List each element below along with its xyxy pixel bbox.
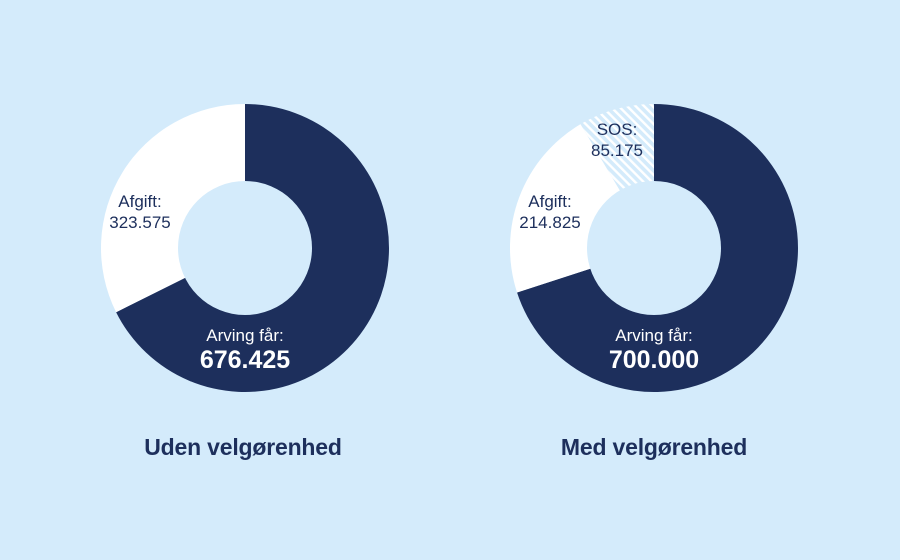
label-afgift-title: Afgift: [528, 192, 572, 211]
label-sos-title: SOS: [596, 120, 638, 139]
chart-caption: Med velgørenhed [560, 434, 748, 460]
label-afgift-title: Afgift: [118, 192, 162, 211]
label-arving-title: Arving får: [206, 326, 284, 345]
donut-hole [587, 181, 721, 315]
label-sos: SOS: 85.175 [591, 119, 643, 161]
label-afgift: Afgift: 214.825 [519, 191, 580, 233]
label-arving: Arving får: 676.425 [200, 325, 290, 374]
chart-without-charity: Afgift: 323.575 Arving får: 676.425 Uden… [101, 104, 390, 460]
label-sos-value: 85.175 [591, 141, 643, 160]
label-afgift: Afgift: 323.575 [109, 191, 170, 233]
chart-with-charity: SOS: 85.175 Afgift: 214.825 Arving får: … [409, 0, 859, 560]
label-arving-title: Arving får: [615, 326, 693, 345]
chart-caption: Uden velgørenhed [144, 434, 342, 460]
donut-chart-without-charity [101, 104, 390, 392]
label-arving-value: 700.000 [608, 346, 700, 374]
label-arving-value: 676.425 [199, 346, 291, 374]
donut-chart-with-charity [510, 104, 798, 392]
label-afgift-value: 323.575 [109, 213, 171, 232]
donut-hole [178, 181, 312, 315]
label-afgift-value: 214.825 [519, 213, 581, 232]
label-arving: Arving får: 700.000 [609, 325, 699, 374]
